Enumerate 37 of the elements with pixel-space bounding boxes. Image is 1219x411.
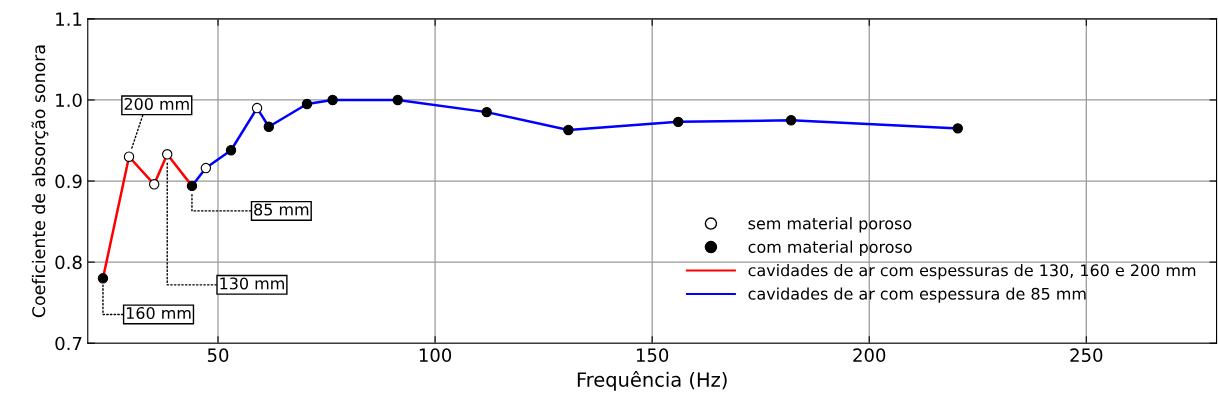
point (785, 115, 797, 126)
x-tick-label: 150 (636, 348, 669, 363)
legend-label: cavidades de ar com espessura de 85 mm (748, 287, 1086, 303)
x-tick-label: 50 (207, 348, 229, 363)
point (563, 124, 574, 136)
point (952, 123, 964, 134)
point (673, 116, 684, 128)
point (301, 98, 313, 110)
y-tick-label: 1.0 (56, 93, 82, 108)
annotation: 160 mm (126, 306, 191, 320)
x-tick-label: 100 (419, 348, 452, 363)
point (263, 121, 275, 132)
annotation: 200 mm (124, 97, 189, 110)
x-tick-label: 250 (1070, 348, 1103, 363)
annotation: 130 mm (220, 277, 284, 290)
point (200, 162, 212, 174)
point (327, 94, 338, 106)
point (225, 145, 237, 156)
y-tick-label: 0.8 (55, 255, 82, 270)
point (123, 151, 135, 162)
legend-label: cavidades de ar com espessuras de 130, 160 e 200 mm (748, 263, 1196, 280)
point (251, 102, 263, 114)
x-axis-title: Frequência (Hz) (577, 371, 727, 391)
point (148, 179, 160, 190)
y-tick-label: 1.1 (56, 12, 82, 26)
point (392, 94, 403, 106)
y-tick-label: 0.9 (55, 174, 82, 189)
y-tick-label: 0.7 (55, 336, 82, 351)
legend-label: sem material poroso (748, 217, 912, 233)
x-tick-label: 200 (853, 348, 886, 363)
annotation: 85 mm (254, 203, 309, 216)
y-axis-title: Coeficiente de absorção sonora (31, 45, 49, 318)
point (186, 180, 198, 192)
point (97, 273, 109, 284)
legend-label: com material poroso (748, 240, 912, 256)
point (162, 149, 173, 160)
point (481, 106, 492, 118)
